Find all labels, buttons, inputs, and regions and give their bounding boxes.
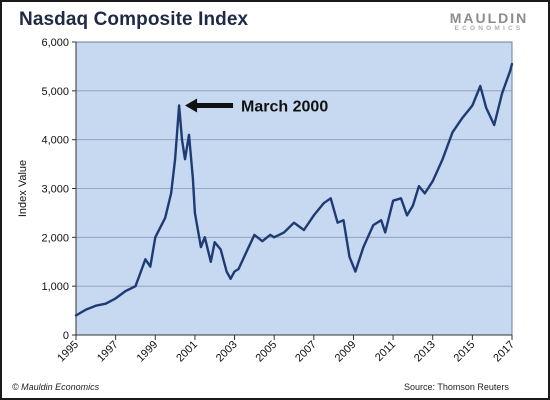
series-point <box>219 248 222 251</box>
series-point <box>417 185 420 187</box>
series-point <box>423 192 426 195</box>
series-point <box>149 265 152 268</box>
copyright-note: © Mauldin Economics <box>12 382 100 392</box>
x-tick-label: 2005 <box>254 339 280 365</box>
x-tick-label: 1995 <box>55 339 81 365</box>
series-point <box>164 216 167 219</box>
series-point <box>144 258 147 261</box>
mauldin-logo: MAULDIN ECONOMICS <box>440 11 538 33</box>
series-point <box>273 236 276 239</box>
y-tick-label: 6,000 <box>41 37 69 49</box>
y-tick-label: 2,000 <box>41 232 69 244</box>
series-point <box>342 219 345 222</box>
series-point <box>75 314 77 317</box>
series-point <box>194 212 196 214</box>
x-tick-label: 1997 <box>95 339 121 365</box>
series-point <box>380 219 383 222</box>
y-tick-label: 3,000 <box>41 184 69 196</box>
series-point <box>312 214 315 217</box>
series-point <box>400 197 402 200</box>
series-point <box>303 229 305 231</box>
series-line <box>74 62 514 317</box>
series-point <box>94 304 97 307</box>
series-point <box>154 236 157 239</box>
y-axis-title: Index Value <box>17 160 29 217</box>
x-tick-label: 1999 <box>135 339 161 365</box>
series-point <box>85 308 87 311</box>
series-point <box>461 116 464 119</box>
series-point <box>209 260 212 263</box>
series-point <box>406 214 408 217</box>
series-point <box>336 221 339 224</box>
series-point <box>471 104 474 107</box>
series-point <box>283 231 285 234</box>
series-point <box>181 138 183 141</box>
y-tick-label: 4,000 <box>41 135 69 147</box>
chart-title: Nasdaq Composite Index <box>19 9 249 30</box>
y-tick-label: 1,000 <box>41 281 69 293</box>
series-point <box>329 197 332 200</box>
series-point <box>392 199 394 202</box>
series-point <box>493 124 496 126</box>
source-note: Source: Thomson Reuters <box>404 382 509 392</box>
series-point <box>178 104 180 107</box>
x-tick-label: 2017 <box>491 339 517 365</box>
x-tick-label: 2001 <box>174 339 200 365</box>
series-point <box>501 92 503 95</box>
series-point <box>322 202 325 205</box>
series-point <box>269 233 272 236</box>
series-point <box>511 63 513 65</box>
series-point <box>203 236 206 239</box>
series-point <box>485 107 488 109</box>
series-point <box>509 70 511 73</box>
series-point <box>479 85 482 87</box>
series-point <box>441 158 444 161</box>
x-tick-label: 2003 <box>214 339 240 365</box>
logo-subtitle: ECONOMICS <box>454 25 524 32</box>
series-point <box>174 158 176 161</box>
series-point <box>261 240 264 243</box>
series-point <box>348 255 351 258</box>
series-point <box>372 224 375 227</box>
x-tick-label: 2013 <box>412 339 438 365</box>
series-point <box>293 221 295 224</box>
x-tick-label: 2015 <box>452 339 478 365</box>
series-point <box>233 270 236 273</box>
x-tick-label: 2011 <box>373 339 398 364</box>
y-tick-label: 5,000 <box>41 86 69 98</box>
series-point <box>384 231 387 234</box>
series-point <box>362 246 365 249</box>
series-point <box>225 270 228 273</box>
series-point <box>134 285 137 288</box>
series-point <box>104 302 107 305</box>
logo-wordmark: MAULDIN <box>449 10 529 26</box>
y-tick-label: 0 <box>63 330 69 342</box>
series-point <box>245 251 248 253</box>
annotation-label: March 2000 <box>241 98 328 115</box>
x-tick-label: 2009 <box>333 339 359 365</box>
series-point <box>199 246 202 249</box>
series-point <box>354 270 357 273</box>
series-point <box>170 192 173 195</box>
x-tick-label: 2007 <box>293 339 319 365</box>
series-point <box>184 158 186 161</box>
series-point <box>253 233 256 236</box>
annotation-arrow-head <box>185 98 198 113</box>
series-point <box>451 131 454 134</box>
series-point <box>124 290 127 292</box>
series-point <box>213 241 216 244</box>
series-point <box>114 297 117 300</box>
series-point <box>431 180 434 183</box>
series-point <box>188 133 190 136</box>
series-point <box>412 204 414 207</box>
series-point <box>229 277 232 280</box>
series-point <box>237 268 240 270</box>
series-point <box>192 177 194 180</box>
